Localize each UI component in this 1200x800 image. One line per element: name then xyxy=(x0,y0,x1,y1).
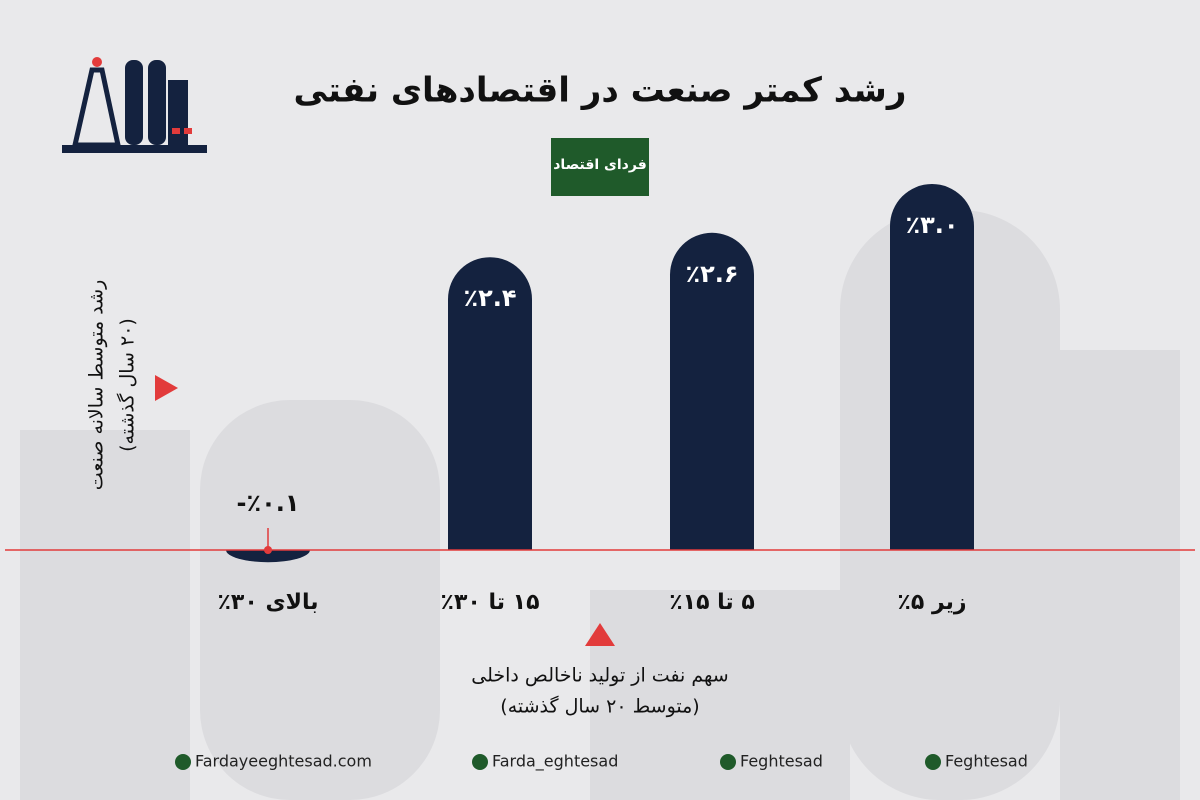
logo-box xyxy=(551,138,649,196)
logo: فردای اقتصاد xyxy=(553,157,646,173)
footer-link: Fardayeeghtesad.com xyxy=(195,752,372,771)
x-tick-label: ۵ تا ۱۵٪ xyxy=(669,590,755,615)
footer-link: Feghtesad xyxy=(740,752,823,771)
y-axis-label: (۲۰ سال گذشته) xyxy=(116,318,139,452)
x-tick-label: بالای ۳۰٪ xyxy=(217,590,318,615)
value-label: ٪۲.۴ xyxy=(463,284,516,312)
x-tick-label: ۱۵ تا ۳۰٪ xyxy=(441,590,540,615)
value-label: -٪۰.۱ xyxy=(236,489,299,517)
bar xyxy=(226,550,310,563)
chart-title: رشد کمتر صنعت در اقتصادهای نفتی xyxy=(294,71,907,111)
footer-link: Feghtesad xyxy=(945,752,1028,771)
footer-icons xyxy=(175,754,941,770)
x-axis-label: (متوسط ۲۰ سال گذشته) xyxy=(500,695,699,718)
arrow xyxy=(155,375,178,401)
x-tick-label: زیر ۵٪ xyxy=(897,590,966,615)
footer-link: Farda_eghtesad xyxy=(492,752,618,772)
arrow xyxy=(585,623,615,646)
pointer-dot xyxy=(264,546,272,554)
bar xyxy=(670,232,754,551)
factory-icon xyxy=(62,57,207,153)
value-label: ٪۲.۶ xyxy=(685,260,738,288)
x-axis-label: سهم نفت از تولید ناخالص داخلی xyxy=(471,665,728,687)
bar xyxy=(448,257,532,550)
value-label: ٪۳.۰ xyxy=(905,211,958,239)
y-axis-label: رشد متوسط سالانه صنعت xyxy=(86,280,108,491)
bar xyxy=(890,184,974,550)
